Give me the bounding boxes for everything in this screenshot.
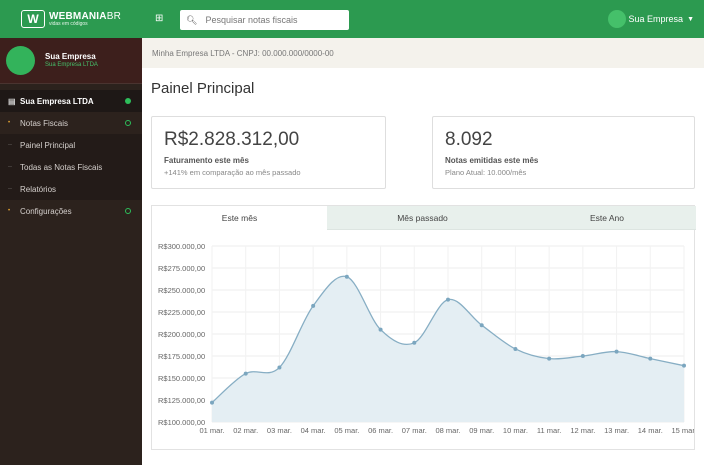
data-point: [513, 346, 518, 351]
profile-subtitle: Sua Empresa LTDA: [45, 61, 98, 68]
data-point: [614, 349, 619, 354]
main-content: Minha Empresa LTDA - CNPJ: 00.000.000/00…: [142, 38, 704, 465]
invoices-label: Notas emitidas este mês: [445, 156, 539, 165]
x-tick-label: 06 mar.: [368, 426, 393, 435]
sidebar-item-todas-notas[interactable]: ·· Todas as Notas Fiscais: [0, 156, 142, 178]
period-tabs: Este mês Mês passado Este Ano: [152, 206, 696, 230]
brand-name-suffix: BR: [106, 10, 122, 22]
x-tick-label: 14 mar.: [638, 426, 663, 435]
data-point: [243, 371, 248, 376]
user-avatar: [607, 10, 626, 28]
dash-icon: ··: [8, 186, 12, 192]
search-input[interactable]: [205, 15, 346, 25]
x-tick-label: 09 mar.: [469, 426, 494, 435]
invoices-value: 8.092: [445, 129, 493, 150]
brand[interactable]: W WEBMANIABR vidas em códigos: [0, 0, 142, 38]
caret-down-icon: ▼: [687, 15, 694, 23]
page-title: Painel Principal: [151, 80, 255, 97]
y-tick-label: R$125.000,00: [158, 396, 205, 405]
data-point: [311, 303, 316, 308]
profile-name: Sua Empresa: [45, 52, 96, 62]
y-tick-label: R$175.000,00: [158, 352, 205, 361]
x-tick-label: 01 mar.: [199, 426, 224, 435]
sidebar-item-label: Painel Principal: [20, 140, 76, 150]
x-tick-label: 07 mar.: [402, 426, 427, 435]
profile[interactable]: Sua Empresa Sua Empresa LTDA: [0, 38, 142, 84]
breadcrumb: Minha Empresa LTDA - CNPJ: 00.000.000/00…: [142, 38, 704, 68]
sidebar-menu: ▤ Sua Empresa LTDA • Notas Fiscais ·· Pa…: [0, 90, 142, 222]
data-point: [580, 354, 585, 358]
revenue-value: R$2.828.312,00: [164, 129, 300, 150]
invoices-card: 8.092 Notas emitidas este mês Plano Atua…: [432, 116, 695, 189]
search-icon: 🔍︎: [186, 14, 198, 25]
x-tick-label: 03 mar.: [267, 426, 292, 435]
x-tick-label: 02 mar.: [233, 426, 258, 435]
x-tick-label: 12 mar.: [570, 426, 595, 435]
x-tick-label: 08 mar.: [435, 426, 460, 435]
sidebar-item-relatorios[interactable]: ·· Relatórios: [0, 178, 142, 200]
series-area: [212, 276, 684, 422]
apps-grid-icon[interactable]: ⊞: [155, 13, 164, 24]
brand-logo-icon: W: [21, 10, 45, 28]
sidebar-item-label: Notas Fiscais: [20, 118, 69, 128]
topbar: ⊞ 🔍︎ Sua Empresa ▼: [142, 0, 704, 38]
status-dot-icon: [125, 98, 131, 104]
x-tick-label: 05 mar.: [334, 426, 359, 435]
sidebar-item-label: Todas as Notas Fiscais: [20, 162, 103, 172]
plan-info: Plano Atual: 10.000/mês: [445, 168, 527, 177]
tab-mes-passado[interactable]: Mês passado: [327, 206, 518, 230]
y-tick-label: R$150.000,00: [158, 374, 205, 383]
search-box[interactable]: 🔍︎: [180, 10, 349, 30]
data-point: [210, 400, 214, 405]
building-icon: ▤: [8, 96, 16, 106]
revenue-chart: R$300.000,00 R$275.000,00 R$250.000,00 R$22…: [158, 242, 697, 435]
data-point: [547, 356, 552, 361]
data-point: [648, 356, 653, 361]
tab-este-mes[interactable]: Este mês: [152, 206, 327, 230]
dash-icon: ··: [8, 164, 12, 170]
sidebar: W WEBMANIABR vidas em códigos Sua Empres…: [0, 0, 142, 465]
y-tick-label: R$275.000,00: [158, 264, 205, 273]
sidebar-item-label: Relatórios: [20, 184, 57, 194]
data-point: [344, 274, 349, 279]
data-point: [277, 365, 282, 370]
avatar: [6, 46, 35, 75]
circle-icon: [125, 120, 131, 126]
y-tick-label: R$200.000,00: [158, 330, 205, 339]
circle-icon: [125, 208, 131, 214]
sidebar-item-painel-principal[interactable]: ·· Painel Principal: [0, 134, 142, 156]
data-point: [378, 327, 383, 332]
y-tick-label: R$300.000,00: [158, 242, 205, 251]
sidebar-item-company[interactable]: ▤ Sua Empresa LTDA: [0, 90, 142, 112]
chart-panel: Este mês Mês passado Este Ano R$300.000,…: [151, 205, 697, 450]
revenue-card: R$2.828.312,00 Faturamento este mês +141…: [151, 116, 386, 189]
data-point: [479, 323, 484, 328]
x-tick-label: 13 mar.: [604, 426, 629, 435]
sidebar-item-configuracoes[interactable]: • Configurações: [0, 200, 142, 222]
y-tick-label: R$250.000,00: [158, 286, 205, 295]
bullet-icon: •: [8, 120, 11, 126]
sidebar-item-label: Sua Empresa LTDA: [20, 96, 94, 106]
brand-name: WEBMANIA: [49, 10, 107, 22]
y-tick-label: R$225.000,00: [158, 308, 205, 317]
data-point: [446, 297, 450, 302]
dash-icon: ··: [8, 142, 12, 148]
revenue-comparison: +141% em comparação ao mês passado: [164, 168, 301, 177]
revenue-label: Faturamento este mês: [164, 156, 249, 165]
x-tick-label: 15 mar.: [671, 426, 694, 435]
x-tick-label: 10 mar.: [503, 426, 528, 435]
sidebar-item-label: Configurações: [20, 206, 72, 216]
x-tick-label: 11 mar.: [537, 426, 561, 435]
data-point: [682, 363, 686, 368]
brand-tagline: vidas em códigos: [49, 20, 88, 27]
user-name: Sua Empresa: [628, 14, 684, 24]
tab-este-ano[interactable]: Este Ano: [518, 206, 696, 230]
y-tick-label: R$100.000,00: [158, 418, 205, 427]
data-point: [412, 340, 417, 345]
user-menu[interactable]: Sua Empresa ▼: [607, 10, 694, 28]
bullet-icon: •: [8, 208, 11, 214]
sidebar-item-notas-fiscais[interactable]: • Notas Fiscais: [0, 112, 142, 134]
x-tick-label: 04 mar.: [301, 426, 326, 435]
